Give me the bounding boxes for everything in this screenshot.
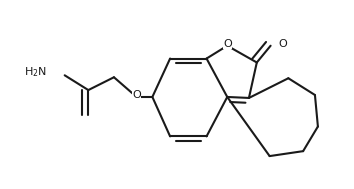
Text: O: O — [132, 90, 141, 100]
Text: O: O — [223, 39, 232, 49]
Text: H$_2$N: H$_2$N — [24, 65, 47, 79]
Text: O: O — [279, 39, 287, 49]
